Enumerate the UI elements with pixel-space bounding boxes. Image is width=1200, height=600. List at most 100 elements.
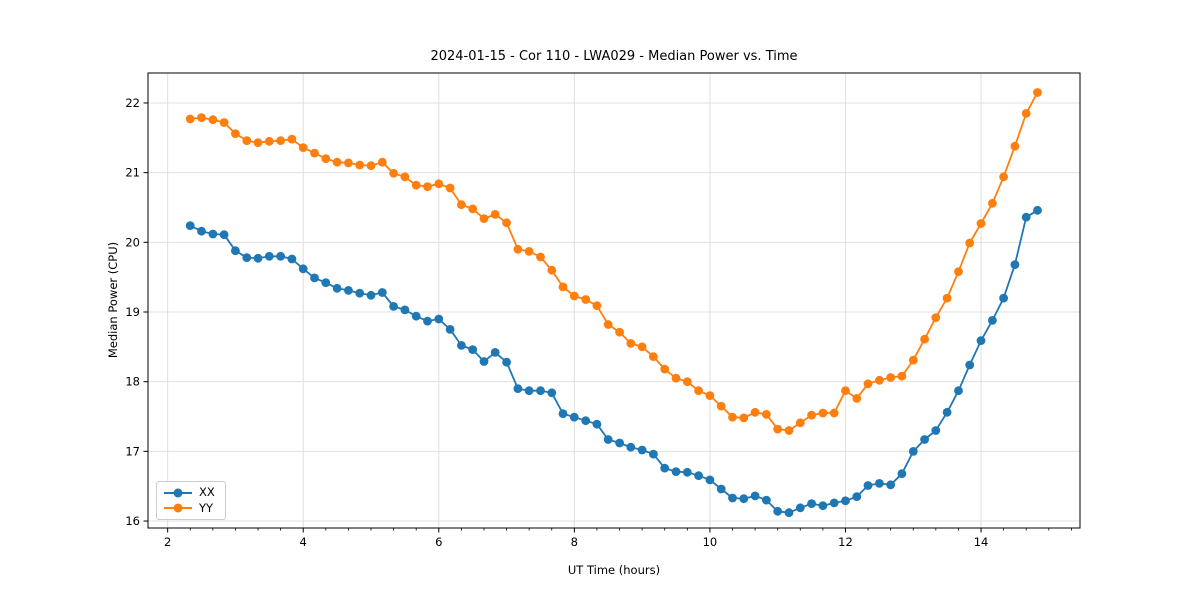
data-point	[807, 410, 816, 420]
data-point	[332, 157, 342, 167]
data-point	[1033, 88, 1042, 97]
axis-ticks	[143, 102, 1072, 533]
data-point	[536, 252, 545, 262]
data-point	[829, 498, 839, 508]
data-point	[321, 154, 331, 164]
data-point	[423, 182, 432, 192]
data-point	[705, 391, 715, 400]
x-tick-label-4: 4	[300, 535, 307, 549]
data-point	[1010, 260, 1020, 269]
data-point	[310, 273, 319, 283]
data-point	[750, 407, 760, 417]
data-point	[287, 254, 297, 264]
data-point	[942, 293, 952, 303]
data-point	[434, 314, 444, 324]
data-point	[298, 264, 308, 274]
data-point	[197, 113, 206, 122]
data-point	[897, 371, 907, 381]
data-point	[682, 467, 692, 477]
chart-title: 2024-01-15 - Cor 110 - LWA029 - Median P…	[430, 49, 798, 64]
data-point	[457, 200, 466, 210]
data-point	[276, 251, 285, 261]
data-point	[694, 471, 703, 481]
data-point	[524, 247, 534, 256]
data-point	[908, 447, 918, 456]
data-point	[389, 302, 398, 311]
data-point	[920, 334, 929, 344]
data-point	[728, 493, 737, 503]
data-point	[479, 357, 489, 366]
data-point	[231, 129, 240, 139]
y-tick-label-21: 21	[125, 166, 140, 180]
data-point	[1010, 141, 1020, 151]
data-point	[400, 172, 410, 182]
data-point	[490, 348, 500, 357]
data-point	[660, 364, 670, 374]
data-point	[773, 424, 783, 434]
data-point	[592, 301, 602, 311]
data-point	[457, 341, 466, 350]
data-point	[513, 384, 523, 393]
data-point	[355, 160, 365, 170]
data-point	[400, 305, 410, 315]
data-point	[1033, 205, 1042, 215]
y-tick-label-19: 19	[125, 305, 140, 319]
data-point	[264, 251, 274, 261]
data-point	[682, 377, 692, 387]
data-point	[988, 316, 997, 325]
data-point	[999, 172, 1008, 182]
y-tick-label-17: 17	[125, 444, 140, 458]
data-point	[841, 386, 850, 396]
data-point	[965, 360, 975, 370]
y-tick-label-18: 18	[125, 375, 140, 389]
data-point	[490, 210, 500, 219]
series-xx	[185, 205, 1042, 518]
y-tick-label-16: 16	[125, 514, 140, 528]
data-point	[581, 416, 591, 426]
data-point	[1021, 212, 1031, 222]
data-point	[988, 198, 997, 208]
series-yy	[185, 88, 1042, 435]
data-point	[558, 409, 568, 419]
data-point	[468, 345, 478, 354]
data-point	[434, 179, 444, 189]
data-point	[954, 386, 963, 396]
data-point	[547, 265, 557, 275]
x-tick-label-2: 2	[164, 535, 171, 549]
legend: XX YY	[156, 481, 226, 520]
data-point	[411, 311, 421, 321]
data-point	[829, 408, 839, 418]
data-point	[355, 288, 365, 298]
data-point	[716, 401, 726, 411]
data-point	[626, 339, 636, 348]
data-point	[253, 253, 263, 263]
data-point	[762, 495, 771, 505]
data-point	[875, 375, 884, 385]
data-point	[547, 388, 557, 398]
data-point	[468, 204, 478, 214]
legend-label-xx: XX	[199, 485, 215, 499]
data-point	[208, 229, 218, 239]
legend-item-yy: YY	[164, 502, 215, 515]
data-point	[310, 148, 319, 158]
data-point	[603, 435, 613, 444]
legend-item-xx: XX	[164, 485, 215, 499]
data-point	[773, 506, 783, 516]
data-point	[818, 501, 828, 511]
data-point	[942, 407, 952, 417]
data-point	[231, 246, 240, 256]
y-tick-label-22: 22	[125, 96, 140, 110]
data-point	[253, 138, 263, 148]
data-point	[536, 386, 545, 396]
data-point	[976, 219, 986, 228]
data-point	[389, 168, 398, 178]
data-point	[344, 158, 353, 168]
data-point	[366, 290, 376, 300]
data-point	[637, 445, 647, 455]
data-point	[649, 352, 658, 361]
data-point	[423, 316, 432, 326]
data-point	[875, 479, 884, 488]
legend-marker-yy	[164, 503, 192, 513]
